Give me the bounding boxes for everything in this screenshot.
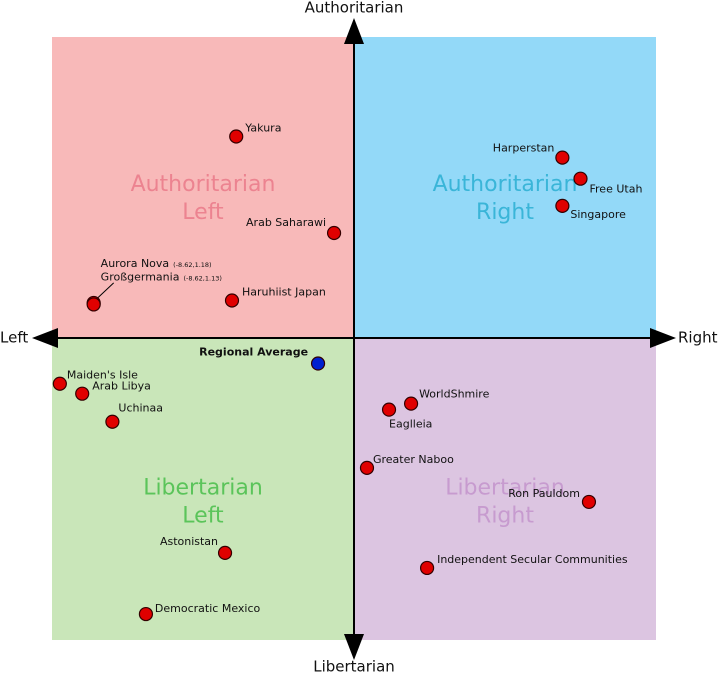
point [229,129,244,144]
quadrant-label: Left [182,200,224,225]
point-label: Astonistan [160,535,218,548]
quadrant-label: Libertarian [445,476,565,501]
point-label: Greater Naboo [373,453,454,466]
point [310,356,326,371]
quadrant [354,338,656,640]
axis-label-bottom: Libertarian [313,658,395,676]
point [224,293,240,308]
point-label: Maiden's Isle [67,369,138,382]
coord-label: (-8.62,1.13) [183,274,221,282]
axis-label-top: Authoritarian [305,0,404,17]
point-label: Independent Secular Communities [437,553,628,566]
point [555,150,570,165]
point [138,606,154,622]
point-label: Harperstan [493,142,555,155]
arrow-up [344,18,364,44]
quadrant [52,37,354,339]
axis-label-right: Right [678,329,718,347]
point [403,396,419,411]
quadrant [52,338,354,640]
point-label: WorldShmire [419,388,490,401]
point-label: Aurora Nova [101,257,169,270]
point-label: Yakura [244,121,281,134]
point [52,376,67,391]
point [86,297,101,312]
point [555,198,570,213]
arrow-left [32,328,58,348]
arrow-down [344,634,364,660]
leader-line [96,282,115,300]
quadrant-label: Left [182,504,224,529]
point-label: Uchinaa [118,402,163,415]
quadrant-label: Right [476,504,534,529]
axis-label-left: Left [0,329,28,347]
arrow-right [650,328,676,348]
point-label: Großgermania [101,270,180,283]
quadrant-label: Right [476,200,534,225]
quadrant [354,37,656,339]
point-label: Free Utah [590,183,643,196]
point [217,545,233,560]
point [419,560,435,576]
quadrant-label: Authoritarian [131,172,276,197]
point [573,171,588,186]
point-label: Arab Saharawi [246,216,326,229]
point-label: Singapore [570,208,626,221]
quadrant-label: Libertarian [143,476,263,501]
point-label: Haruhiist Japan [242,286,326,299]
quadrant-label: Authoritarian [433,172,578,197]
point-label: Regional Average [199,346,308,359]
point [75,386,90,401]
point-label: Ron Pauldom [508,487,580,500]
point [105,414,120,429]
coord-label: (-8.62,1.18) [173,261,211,269]
point-label: Arab Libya [92,380,151,393]
point [326,225,342,241]
point [359,460,375,475]
point-label: Eaglleia [389,418,432,431]
point-label: Democratic Mexico [155,602,261,615]
point [581,494,597,510]
point [381,402,397,417]
